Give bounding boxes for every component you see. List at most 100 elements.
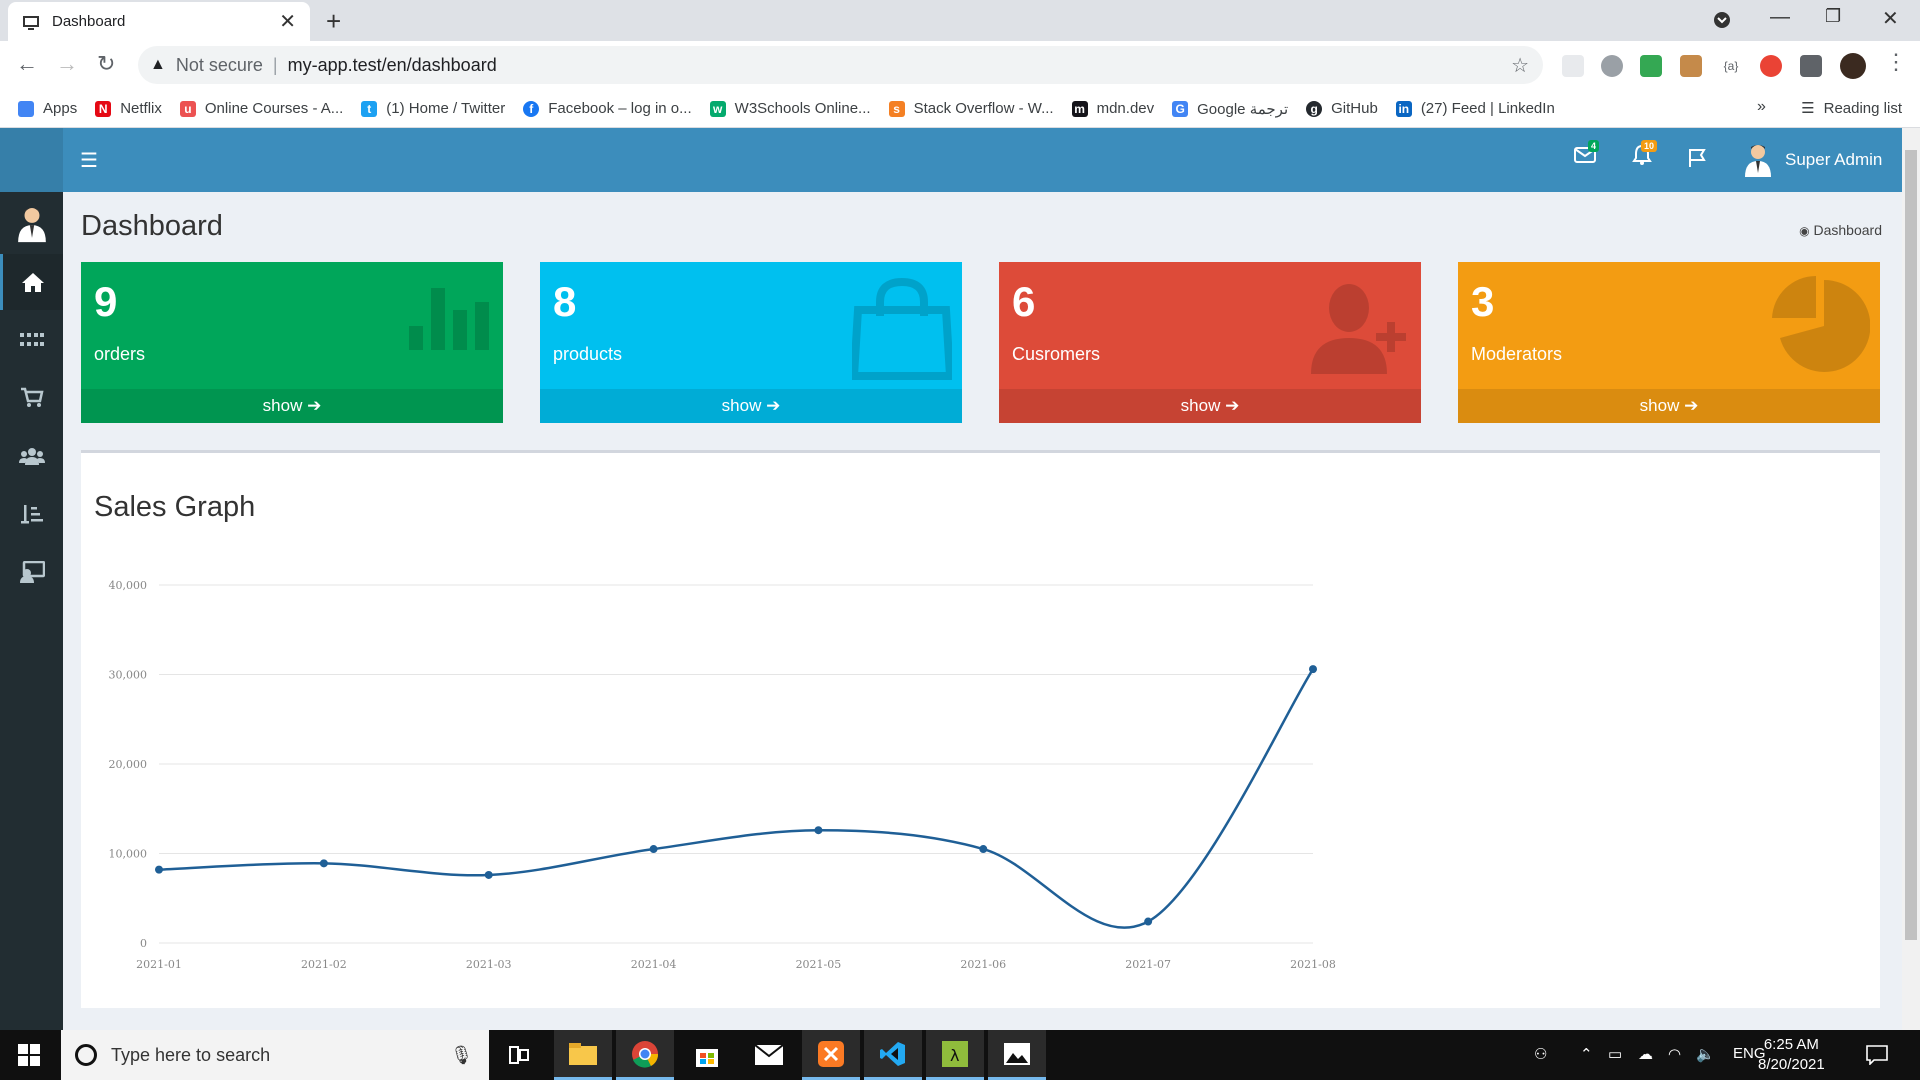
store-icon[interactable] bbox=[678, 1030, 736, 1080]
products-count: 8 bbox=[553, 278, 577, 325]
orders-show-link[interactable]: show ➔ bbox=[81, 389, 503, 423]
bookmark-label: Google ترجمة bbox=[1197, 100, 1289, 118]
extension-icon[interactable] bbox=[1760, 55, 1782, 77]
user-menu[interactable]: Super Admin bbox=[1743, 143, 1882, 177]
search-placeholder: Type here to search bbox=[111, 1044, 271, 1065]
vscode-icon[interactable] bbox=[864, 1030, 922, 1080]
taskbar-search[interactable]: Type here to search 🎙 bbox=[61, 1030, 489, 1080]
app-header: ☰ 4 10 Super Admin bbox=[0, 128, 1902, 192]
customers-label: Cusromers bbox=[1012, 344, 1101, 364]
bookmark-item[interactable]: Apps bbox=[18, 100, 77, 117]
browser-tab[interactable]: Dashboard ✕ bbox=[8, 2, 310, 41]
sales-data-point bbox=[319, 859, 328, 868]
sidebar-item-users[interactable] bbox=[0, 428, 63, 484]
bookmark-item[interactable]: f Facebook – log in o... bbox=[523, 100, 692, 117]
mail-icon[interactable] bbox=[740, 1030, 798, 1080]
bookmark-label: GitHub bbox=[1331, 100, 1378, 117]
forward-icon[interactable]: → bbox=[56, 51, 78, 76]
sales-data-point bbox=[1309, 665, 1317, 674]
xampp-icon[interactable] bbox=[802, 1030, 860, 1080]
close-tab-icon[interactable]: ✕ bbox=[279, 11, 296, 33]
restore-icon[interactable]: ❐ bbox=[1825, 6, 1842, 26]
security-label: Not secure bbox=[175, 54, 263, 75]
extension-icon[interactable] bbox=[1680, 55, 1702, 77]
people-icon[interactable]: ⚇ bbox=[1534, 1046, 1548, 1063]
wifi-icon[interactable]: ◠ bbox=[1668, 1046, 1682, 1063]
photos-icon[interactable] bbox=[988, 1030, 1046, 1080]
apps-grid-icon bbox=[18, 100, 34, 117]
onedrive-icon[interactable]: ☁ bbox=[1638, 1046, 1653, 1063]
extension-icon[interactable] bbox=[1640, 55, 1662, 77]
sales-series-line bbox=[158, 668, 1315, 929]
notifications-button[interactable]: 10 bbox=[1632, 140, 1658, 171]
shopping-bag-icon bbox=[852, 277, 952, 380]
sidebar-user-avatar[interactable] bbox=[0, 196, 63, 252]
notification-center-icon[interactable] bbox=[1866, 1045, 1888, 1065]
tab-search-icon[interactable] bbox=[1713, 11, 1731, 29]
bookmark-label: W3Schools Online... bbox=[734, 100, 871, 117]
profile-avatar[interactable] bbox=[1840, 53, 1866, 79]
microphone-icon[interactable]: 🎙 bbox=[450, 1044, 473, 1065]
close-window-icon[interactable]: ✕ bbox=[1882, 8, 1899, 30]
flag-icon[interactable] bbox=[1688, 148, 1706, 168]
browser-tab-bar: Dashboard ✕ + — ❐ ✕ bbox=[0, 0, 1920, 41]
orders-count: 9 bbox=[94, 278, 118, 325]
bookmark-item[interactable]: N Netflix bbox=[95, 100, 162, 117]
more-bookmarks-icon[interactable]: » bbox=[1757, 98, 1766, 115]
scrollbar-thumb[interactable] bbox=[1905, 150, 1917, 940]
moderators-show-link[interactable]: show ➔ bbox=[1458, 389, 1880, 423]
page-scrollbar[interactable] bbox=[1902, 128, 1920, 1030]
reading-list-button[interactable]: ☰ Reading list bbox=[1801, 99, 1902, 118]
windows-start-icon[interactable] bbox=[18, 1044, 40, 1066]
sidebar-item-sort[interactable] bbox=[0, 486, 63, 542]
sidebar-item-orders[interactable] bbox=[0, 370, 63, 426]
file-explorer-icon[interactable] bbox=[554, 1030, 612, 1080]
bookmark-item[interactable]: t (1) Home / Twitter bbox=[361, 100, 505, 117]
cortana-icon bbox=[75, 1044, 97, 1066]
favicon-icon bbox=[23, 15, 39, 30]
puzzle-icon[interactable] bbox=[1800, 55, 1822, 77]
new-tab-icon[interactable]: + bbox=[326, 6, 342, 36]
show-label: show bbox=[262, 396, 303, 415]
customers-show-link[interactable]: show ➔ bbox=[999, 389, 1421, 423]
bookmark-item[interactable]: w W3Schools Online... bbox=[709, 100, 871, 117]
bookmark-item[interactable]: s Stack Overflow - W... bbox=[888, 100, 1054, 117]
back-icon[interactable]: ← bbox=[16, 51, 38, 76]
breadcrumb[interactable]: ◉ Dashboard bbox=[1799, 222, 1882, 238]
reload-icon[interactable]: ↻ bbox=[97, 51, 116, 76]
chrome-icon[interactable] bbox=[616, 1030, 674, 1080]
bookmark-star-icon[interactable]: ☆ bbox=[1511, 54, 1529, 77]
y-tick-label: 10,000 bbox=[109, 848, 148, 861]
task-view-icon[interactable] bbox=[490, 1030, 548, 1080]
json-extension-icon[interactable]: {a} bbox=[1720, 55, 1742, 77]
menu-dots-icon[interactable]: ⋮ bbox=[1885, 49, 1907, 74]
moderators-stat-box: 3 Moderators show ➔ bbox=[1458, 262, 1880, 423]
extension-icon[interactable] bbox=[1562, 55, 1584, 77]
address-bar[interactable]: ▲ Not secure | my-app.test/en/dashboard … bbox=[138, 46, 1543, 84]
bookmark-item[interactable]: G Google ترجمة bbox=[1172, 100, 1288, 118]
reading-list-icon: ☰ bbox=[1801, 100, 1815, 117]
bookmark-item[interactable]: g GitHub bbox=[1306, 100, 1378, 117]
breadcrumb-label: Dashboard bbox=[1813, 222, 1883, 238]
show-hidden-icons[interactable]: ⌃ bbox=[1580, 1046, 1593, 1063]
volume-icon[interactable]: 🔈 bbox=[1696, 1046, 1715, 1063]
battery-icon[interactable]: ▭ bbox=[1608, 1046, 1623, 1063]
clock[interactable]: 6:25 AM 8/20/2021 bbox=[1758, 1035, 1825, 1075]
sidebar-item-admins[interactable] bbox=[0, 544, 63, 600]
sales-graph-box: Sales Graph 0 10,000 20,000 30,000 40,000 202… bbox=[81, 450, 1880, 1008]
products-show-link[interactable]: show ➔ bbox=[540, 389, 962, 423]
bookmark-item[interactable]: u Online Courses - A... bbox=[179, 100, 343, 117]
camera-extension-icon[interactable] bbox=[1601, 55, 1623, 77]
bookmark-item[interactable]: in (27) Feed | LinkedIn bbox=[1395, 100, 1555, 117]
list-ordered-icon bbox=[20, 505, 43, 524]
sidebar-item-dashboard[interactable] bbox=[0, 254, 63, 310]
messages-button[interactable]: 4 bbox=[1574, 140, 1600, 169]
terminal-icon[interactable]: λ bbox=[926, 1030, 984, 1080]
minimize-icon[interactable]: — bbox=[1770, 6, 1790, 28]
x-tick-label: 2021-06 bbox=[960, 958, 1006, 971]
sidebar-item-categories[interactable] bbox=[0, 312, 63, 368]
language-indicator[interactable]: ENG bbox=[1733, 1045, 1766, 1062]
bookmark-item[interactable]: m mdn.dev bbox=[1071, 100, 1154, 117]
users-icon bbox=[18, 448, 45, 465]
sidebar-toggle-icon[interactable]: ☰ bbox=[80, 150, 98, 172]
